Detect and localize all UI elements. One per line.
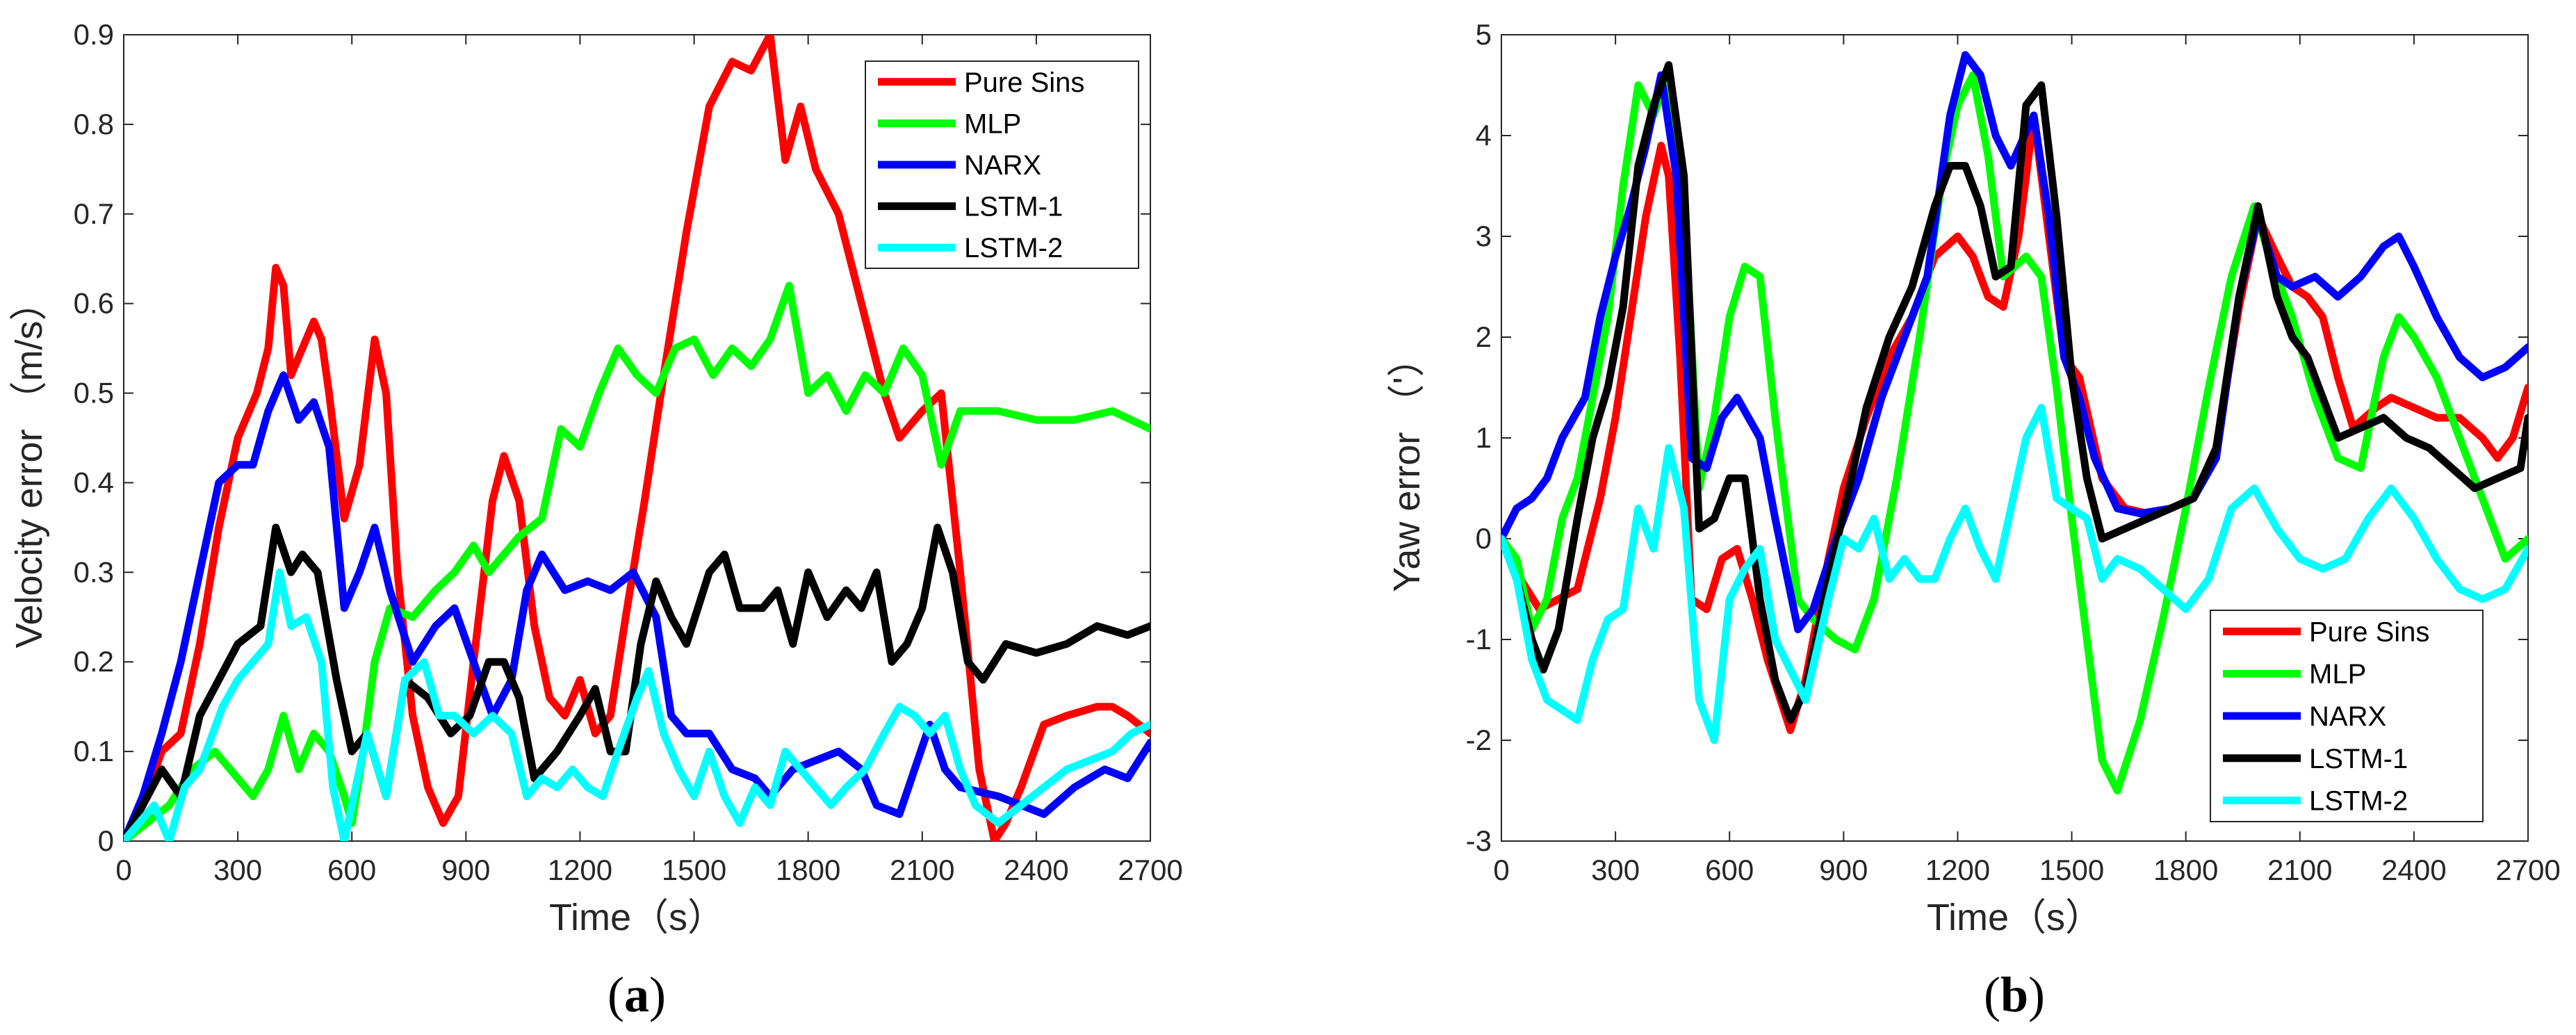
y-tick-label: 0.5 [74, 377, 114, 409]
y-tick-label: 1 [1476, 421, 1492, 454]
x-tick-label: 1200 [1925, 854, 1990, 886]
y-axis-label: Velocity error （m/s） [8, 283, 50, 648]
legend-label: Pure Sins [2309, 617, 2429, 647]
legend: Pure Sins MLP NARX LSTM-1 LSTM-2 [2210, 610, 2484, 822]
panel-b: 0 300 600 900 1200 1500 1800 2100 2400 2700 -3 -2 -1… [1386, 18, 2561, 1022]
caption-letter: b [2000, 967, 2028, 1022]
legend-label: LSTM-2 [964, 233, 1063, 263]
y-tick-label: 0 [1476, 522, 1492, 555]
x-axis-label: Time（s） [549, 897, 725, 938]
x-tick-label: 600 [1705, 854, 1754, 886]
series-line-lstm-2 [1501, 404, 2528, 744]
caption-letter: a [624, 967, 649, 1022]
y-tick-label: 2 [1476, 320, 1492, 353]
series-line-lstm-2 [124, 568, 1150, 841]
panel-caption: (b) [1984, 967, 2045, 1022]
x-tick-label: 1800 [776, 854, 840, 886]
y-tick-label: 0.2 [74, 645, 114, 678]
x-tick-label: 300 [1591, 854, 1640, 886]
x-tick-label: 300 [213, 854, 262, 886]
y-tick-label: -2 [1466, 724, 1492, 756]
y-tick-label: 0.7 [74, 197, 114, 230]
panel-a: 0 300 600 900 1200 1500 1800 2100 2400 2700 0 0.1 0.… [8, 18, 1183, 1022]
y-tick-label: 4 [1476, 119, 1492, 152]
legend: Pure Sins MLP NARX LSTM-1 LSTM-2 [865, 60, 1139, 269]
y-tick-label: 0.6 [74, 287, 114, 320]
x-tick-label: 0 [115, 854, 131, 886]
x-tick-label: 900 [1819, 854, 1868, 886]
legend-label: NARX [964, 150, 1041, 181]
x-tick-label: 0 [1493, 854, 1509, 886]
x-tick-label: 1500 [2039, 854, 2104, 886]
series-line-lstm-1 [1501, 61, 2528, 724]
x-tick-label: 2400 [1004, 854, 1068, 886]
legend-label: Pure Sins [964, 67, 1084, 98]
series-line-lstm-1 [124, 523, 1150, 841]
legend-label: LSTM-1 [964, 192, 1063, 222]
x-tick-label: 2100 [890, 854, 954, 886]
legend-label: LSTM-2 [2309, 786, 2408, 817]
y-tick-label: 0.9 [74, 18, 114, 51]
legend-label: MLP [2309, 659, 2366, 690]
y-tick-label: -3 [1466, 824, 1492, 857]
x-tick-label: 2700 [2495, 854, 2560, 886]
x-tick-label: 900 [441, 854, 490, 886]
legend-label: MLP [964, 108, 1021, 139]
x-tick-label: 1800 [2153, 854, 2218, 886]
legend-label: NARX [2309, 701, 2386, 732]
y-tick-label: -1 [1466, 623, 1492, 655]
x-axis-label: Time（s） [1927, 897, 2103, 938]
series-line-mlp [124, 282, 1150, 841]
y-tick-label: 0.1 [74, 735, 114, 767]
panel-caption: (a) [608, 967, 666, 1022]
legend-label: LSTM-1 [2309, 744, 2408, 774]
y-tick-label: 3 [1476, 220, 1492, 252]
y-tick-label: 0.4 [74, 466, 114, 498]
y-tick-label: 5 [1476, 18, 1492, 51]
y-tick-label: 0.8 [74, 108, 114, 140]
series-line-narx [124, 371, 1150, 841]
series-line-pure-sins [124, 35, 1150, 841]
y-axis-label: Yaw error （'） [1386, 339, 1428, 592]
x-tick-label: 600 [327, 854, 376, 886]
series-line-pure-sins [1501, 111, 2528, 734]
caption-open: ( [1984, 967, 2000, 1022]
y-tick-label: 0.3 [74, 555, 114, 588]
x-tick-label: 1200 [548, 854, 612, 886]
caption-open: ( [608, 967, 624, 1022]
caption-close: ) [649, 967, 666, 1022]
x-tick-label: 2100 [2267, 854, 2332, 886]
series-line-mlp [1501, 71, 2528, 794]
caption-close: ) [2028, 967, 2045, 1022]
x-tick-label: 1500 [662, 854, 726, 886]
x-tick-label: 2400 [2381, 854, 2446, 886]
x-tick-label: 2700 [1118, 854, 1182, 886]
y-tick-label: 0 [98, 824, 114, 857]
